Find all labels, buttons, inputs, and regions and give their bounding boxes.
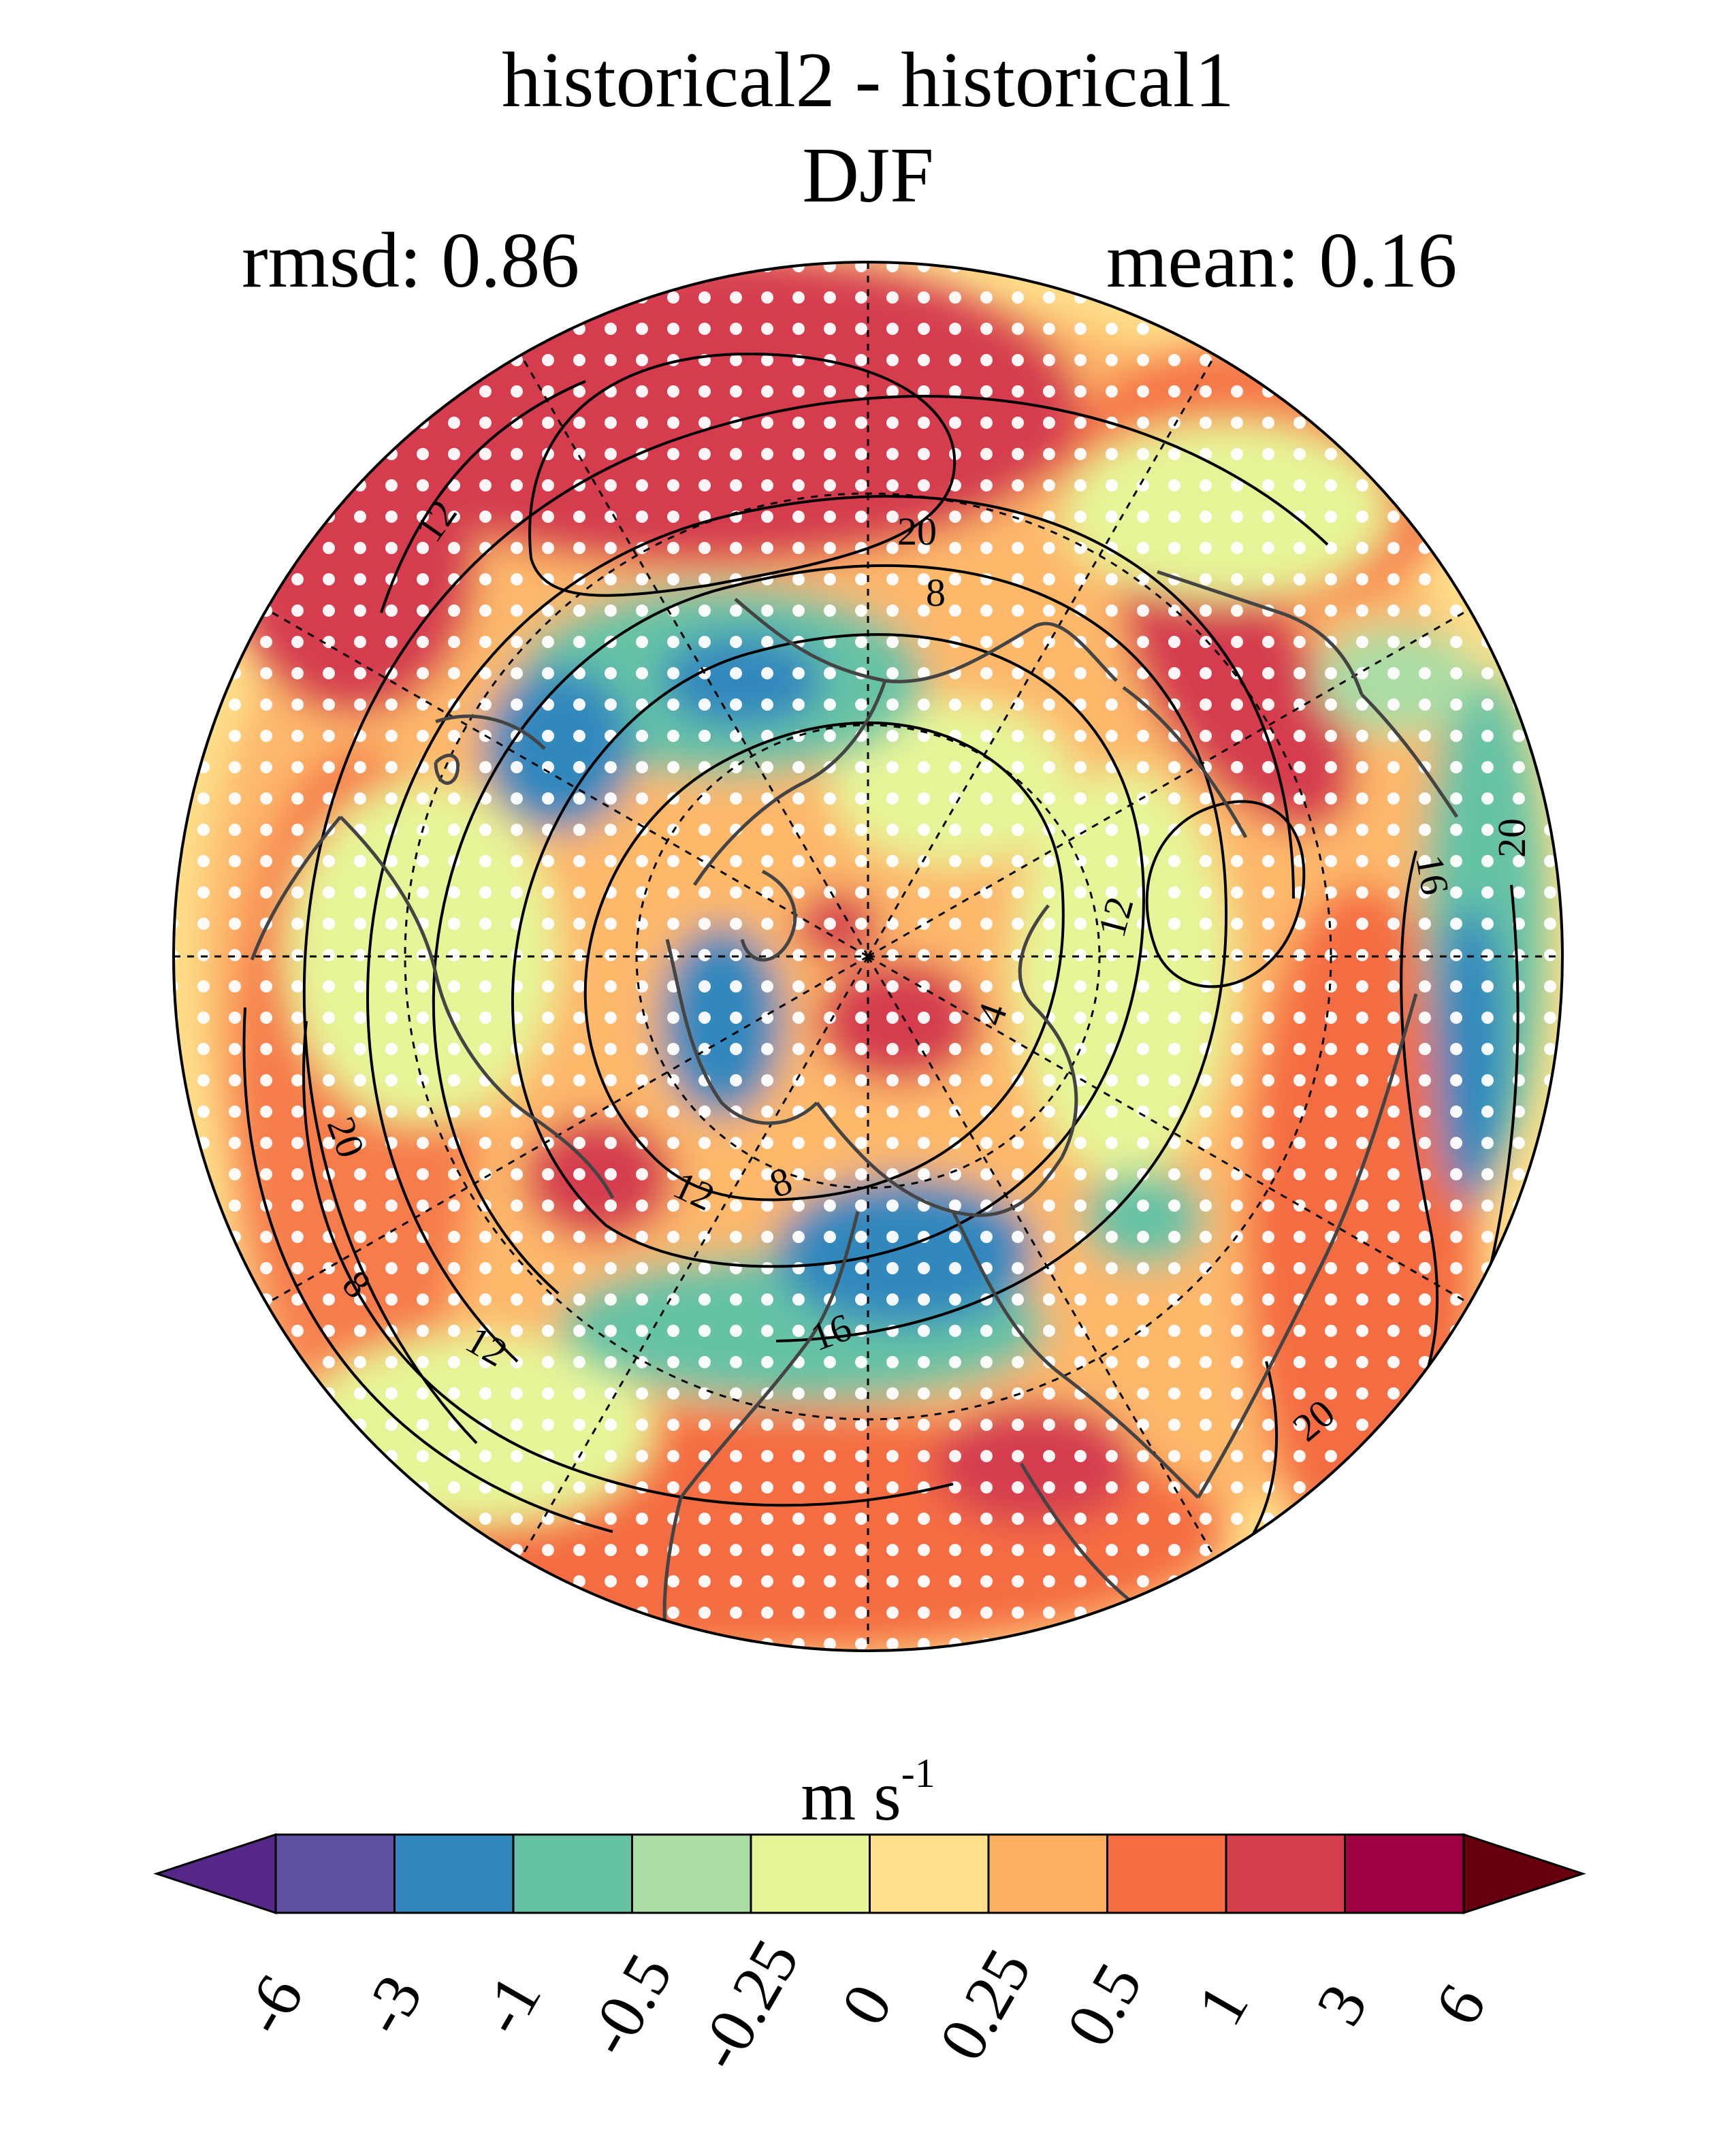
- colorbar-segment: [987, 1833, 1108, 1914]
- colorbar-under-arrow: [153, 1833, 277, 1915]
- graticule: [174, 262, 1562, 1651]
- colorbar-segment: [1344, 1833, 1465, 1914]
- colorbar-segment: [512, 1833, 633, 1914]
- mean-label: mean: 0.16: [1106, 217, 1458, 304]
- units-base: m s: [801, 1757, 901, 1835]
- colorbar-over-arrow: [1462, 1833, 1586, 1915]
- colorbar-segments: [153, 1833, 1586, 1915]
- contour-label: 8: [926, 570, 946, 615]
- colorbar-segment: [631, 1833, 752, 1914]
- wind-contours: [242, 352, 1520, 1601]
- plot-subtitle-season: DJF: [802, 132, 934, 219]
- units-exponent: -1: [901, 1751, 935, 1796]
- contour-label: 16: [1407, 852, 1458, 898]
- map-disk: [174, 262, 1562, 1651]
- colorbar-segment: [869, 1833, 990, 1914]
- colorbar-segment: [1106, 1833, 1227, 1914]
- coastlines: [250, 570, 1459, 1648]
- rmsd-label: rmsd: 0.86: [242, 217, 580, 304]
- contour-label: 20: [897, 509, 937, 553]
- contour-label: 20: [1490, 818, 1534, 858]
- map-boundary: [172, 261, 1564, 1652]
- colorbar-units: m s-1: [0, 1753, 1736, 1832]
- colorbar-segment: [393, 1833, 515, 1914]
- colorbar-segment: [1225, 1833, 1346, 1914]
- colorbar-segment: [750, 1833, 871, 1914]
- plot-title: historical2 - historical1: [502, 37, 1234, 124]
- colorbar-segment: [274, 1833, 396, 1914]
